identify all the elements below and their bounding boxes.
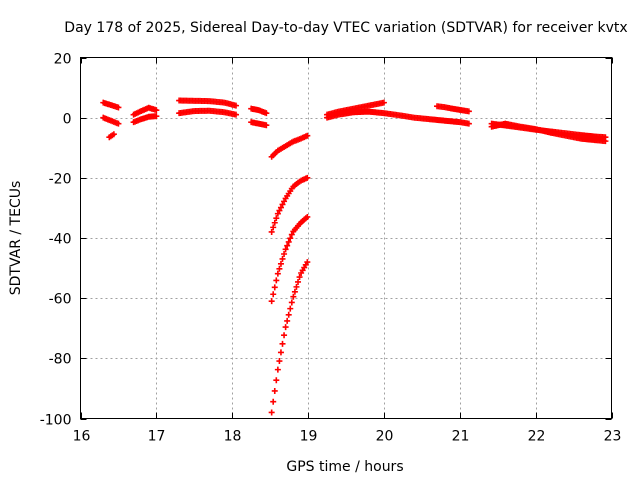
data-point: [281, 251, 288, 258]
y-axis-label: SDTVAR / TECUs: [8, 181, 24, 296]
data-point: [465, 120, 472, 127]
data-point: [115, 104, 122, 111]
y-tick-label: -100: [40, 413, 72, 429]
data-point: [602, 138, 609, 145]
x-tick-label: 23: [604, 429, 622, 445]
series-arc-2: [100, 114, 122, 127]
data-point: [271, 219, 278, 226]
data-point: [270, 398, 277, 405]
data-point: [263, 122, 270, 129]
data-point: [285, 238, 292, 245]
data-point: [290, 293, 297, 300]
data-point: [293, 283, 300, 290]
data-point: [270, 224, 277, 231]
data-point: [287, 305, 294, 312]
series-arc-4: [130, 104, 160, 118]
data-point: [279, 255, 286, 262]
data-point: [285, 311, 292, 318]
data-point: [288, 299, 295, 306]
x-tick-label: 22: [528, 429, 546, 445]
series-arc-3: [106, 131, 117, 141]
x-tick-label: 18: [224, 429, 242, 445]
series-arc-13: [268, 259, 311, 416]
x-tick-label: 21: [452, 429, 470, 445]
data-point: [277, 349, 284, 356]
series-arc-16: [434, 103, 472, 115]
series-arc-18: [488, 120, 609, 145]
data-point: [273, 377, 280, 384]
data-point: [296, 274, 303, 281]
data-point: [380, 99, 387, 106]
data-point: [282, 246, 289, 253]
data-point: [284, 242, 291, 249]
y-tick-label: -40: [49, 232, 72, 248]
x-axis-label: GPS time / hours: [286, 459, 403, 475]
data-point: [276, 265, 283, 272]
y-tick-label: 0: [63, 112, 72, 128]
data-point: [288, 231, 295, 238]
data-point: [273, 277, 280, 284]
data-point: [304, 259, 311, 266]
data-point: [279, 340, 286, 347]
data-point: [277, 260, 284, 267]
y-tick-label: -80: [49, 352, 72, 368]
y-tick-label: -60: [49, 292, 72, 308]
gridlines: [80, 57, 612, 419]
data-point: [271, 387, 278, 394]
axis-ticks: 16 17 18 19 20 21 22 23 -100 -80 -60 -40 -20 0 20: [40, 52, 622, 445]
chart-title: Day 178 of 2025, Sidereal Day-to-day VTE…: [64, 20, 627, 36]
data-point: [276, 358, 283, 365]
data-point: [277, 204, 284, 211]
series-arc-7: [176, 107, 240, 118]
series-arc-5: [130, 113, 160, 126]
data-point: [287, 235, 294, 242]
data-point: [110, 131, 117, 138]
x-tick-label: 19: [300, 429, 318, 445]
data-point: [274, 270, 281, 277]
data-point: [274, 366, 281, 373]
data-point: [233, 102, 240, 109]
data-point: [279, 201, 286, 208]
data-point: [291, 288, 298, 295]
data-point: [304, 174, 311, 181]
x-tick-label: 16: [73, 429, 91, 445]
data-point: [273, 215, 280, 222]
data-point: [304, 213, 311, 220]
series-arc-15: [324, 99, 387, 118]
series-arc-1: [100, 99, 122, 111]
series-arc-11: [268, 174, 311, 235]
series-arc-9: [248, 119, 270, 129]
data-point: [274, 210, 281, 217]
data-point: [282, 324, 289, 331]
data-point: [263, 110, 270, 117]
data-point: [276, 207, 283, 214]
x-tick-label: 17: [148, 429, 166, 445]
data-point: [271, 284, 278, 291]
series-arc-14: [324, 108, 472, 127]
data-point: [153, 107, 160, 114]
data-point: [115, 120, 122, 127]
series-arc-10: [268, 132, 311, 160]
series-arc-6: [176, 97, 240, 109]
data-point: [268, 298, 275, 305]
data-point: [465, 108, 472, 115]
plot-frame: [80, 57, 612, 419]
series-arc-12: [268, 213, 311, 305]
data-point: [268, 228, 275, 235]
data-point: [304, 132, 311, 139]
y-tick-label: -20: [49, 172, 72, 188]
data-point: [281, 332, 288, 339]
data-point: [268, 409, 275, 416]
data-point: [295, 278, 302, 285]
data-points: [100, 97, 609, 416]
data-point: [270, 291, 277, 298]
series-arc-8: [248, 105, 270, 117]
data-point: [153, 113, 160, 120]
y-tick-label: 20: [54, 52, 72, 68]
data-point: [284, 317, 291, 324]
x-tick-label: 20: [376, 429, 394, 445]
data-point: [233, 111, 240, 118]
